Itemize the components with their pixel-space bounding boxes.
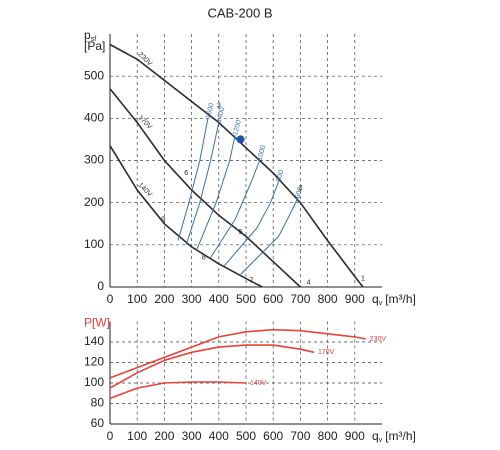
series-label: 230V xyxy=(370,336,387,343)
x-tick-label: 700 xyxy=(290,429,310,443)
label-part: [m³/h] xyxy=(385,292,416,306)
label-part: v xyxy=(379,437,383,444)
series-line xyxy=(109,145,263,288)
x-tick-label: 0 xyxy=(107,429,114,443)
x-tick-label: 600 xyxy=(263,429,283,443)
operating-point xyxy=(236,135,245,144)
chart-title: CAB-200 B xyxy=(207,5,272,20)
series-line xyxy=(109,88,301,288)
x-tick-label: 800 xyxy=(318,292,338,306)
label-part: q xyxy=(372,292,379,306)
series-line xyxy=(210,160,261,258)
x-axis-label: qv [m³/h] xyxy=(372,292,416,307)
x-tick-label: 800 xyxy=(318,429,338,443)
point-label: 6 xyxy=(184,170,188,177)
label-part: sf xyxy=(91,36,97,43)
x-tick-label: 500 xyxy=(236,292,256,306)
series-label: 800 xyxy=(276,169,286,182)
point-label: 8 xyxy=(202,254,206,261)
y-tick-label: 200 xyxy=(84,195,104,209)
series-label: 170V xyxy=(136,114,153,131)
series-line xyxy=(240,198,299,275)
series-label: 1200 xyxy=(232,119,243,136)
x-tick-label: 300 xyxy=(182,292,202,306)
y-tick-label: 400 xyxy=(84,111,104,125)
x-tick-label: 300 xyxy=(182,429,202,443)
y-tick-label: 80 xyxy=(91,396,105,410)
point-label: 9 xyxy=(161,216,165,223)
y-tick-label: 100 xyxy=(84,375,104,389)
series-line xyxy=(196,135,236,250)
series-label: 600 xyxy=(295,186,305,199)
series-label: 1600 xyxy=(205,102,216,119)
x-tick-label: 0 xyxy=(107,292,114,306)
series-label: 1000 xyxy=(257,145,268,162)
x-tick-label: 200 xyxy=(154,429,174,443)
y-tick-label: 140 xyxy=(84,334,104,348)
y-tick-label: 60 xyxy=(91,416,105,430)
x-tick-label: 400 xyxy=(209,292,229,306)
y-tick-label: 300 xyxy=(84,153,104,167)
y-axis-unit: [Pa] xyxy=(84,39,105,53)
series-line xyxy=(109,344,315,389)
series-line xyxy=(177,118,209,241)
point-label: 7 xyxy=(249,278,253,285)
x-tick-label: 100 xyxy=(127,429,147,443)
series-line xyxy=(223,181,280,267)
x-tick-label: 900 xyxy=(345,429,365,443)
series-line xyxy=(185,122,220,245)
label-part: q xyxy=(372,429,379,443)
series-line xyxy=(109,381,247,400)
y-tick-label: 100 xyxy=(84,237,104,251)
series-label: 170V xyxy=(318,349,335,356)
series-line xyxy=(109,328,366,379)
label-part: P[W] xyxy=(84,316,110,330)
label-part: [m³/h] xyxy=(385,429,416,443)
x-tick-label: 200 xyxy=(154,292,174,306)
y-tick-label: 120 xyxy=(84,355,104,369)
point-label: 2 xyxy=(298,185,302,192)
x-tick-label: 100 xyxy=(127,292,147,306)
series-line xyxy=(109,43,364,288)
point-label: 5 xyxy=(239,229,243,236)
label-part: p xyxy=(84,28,91,42)
x-tick-label: 400 xyxy=(209,429,229,443)
x-tick-label: 700 xyxy=(290,292,310,306)
series-label: 140V xyxy=(136,182,153,199)
series-label: 1400 xyxy=(216,107,227,124)
x-tick-label: 500 xyxy=(236,429,256,443)
x-tick-label: 900 xyxy=(345,292,365,306)
series-label: 140V xyxy=(250,380,267,387)
x-tick-label: 600 xyxy=(263,292,283,306)
x-axis-label: qv [m³/h] xyxy=(372,429,416,444)
point-label: 3 xyxy=(217,103,221,110)
label-part: v xyxy=(379,300,383,307)
y-axis-label: P[W] xyxy=(84,316,110,330)
y-tick-label: 500 xyxy=(84,68,104,82)
y-tick-label: 0 xyxy=(97,279,104,293)
point-label: 1 xyxy=(361,275,365,282)
y-axis-label: psf xyxy=(84,28,96,43)
point-label: 4 xyxy=(307,280,311,287)
